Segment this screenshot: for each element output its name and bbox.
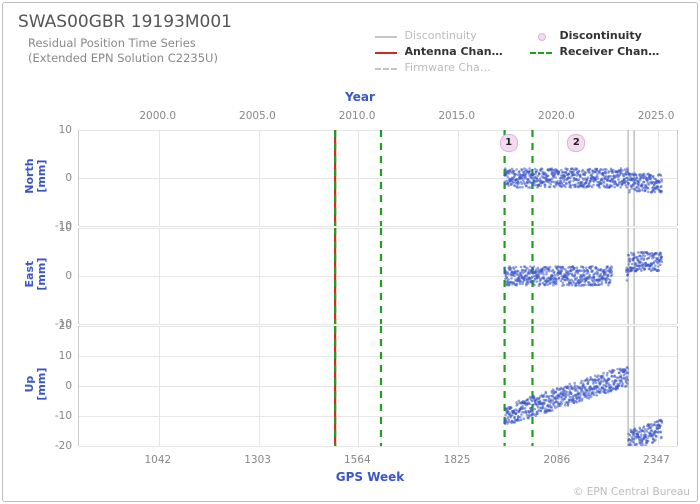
ytick-label: 20 [48, 320, 72, 332]
xtick-top-label: 2015.0 [438, 110, 475, 122]
legend-label: Receiver Chan… [560, 44, 660, 60]
gridline-h [79, 226, 677, 227]
x-axis-top-label: Year [345, 90, 375, 104]
ylabel-east: East[mm] [24, 254, 48, 294]
xtick-bottom-label: 1042 [144, 454, 171, 466]
scatter-group [503, 251, 663, 287]
subtitle-line-1: Residual Position Time Series [28, 36, 196, 51]
firmware-line-icon [375, 63, 397, 73]
ylabel-up: Up[mm] [24, 364, 48, 404]
xtick-bottom-label: 1303 [244, 454, 271, 466]
panel-svg-east [78, 228, 676, 324]
panel-svg-up [78, 326, 676, 446]
legend-item: Receiver Chan… [530, 44, 659, 60]
ytick-label: 10 [48, 124, 72, 136]
legend-label: Antenna Chan… [405, 44, 503, 60]
scatter-group [503, 167, 663, 194]
xtick-bottom-label: 1825 [444, 454, 471, 466]
legend-item: Discontinuity [530, 28, 659, 44]
ytick-label: 0 [48, 270, 72, 282]
ytick-label: 0 [48, 380, 72, 392]
attribution-text: © EPN Central Bureau [573, 486, 690, 498]
legend-item: Firmware Cha… [375, 60, 503, 76]
scatter-group [503, 366, 663, 446]
legend-col-1: Discontinuity Antenna Chan… Firmware Cha… [375, 28, 503, 76]
discontinuity-badge: 2 [567, 134, 585, 152]
legend-label: Discontinuity [560, 28, 642, 44]
ytick-label: -20 [48, 440, 72, 452]
ytick-label: 10 [48, 350, 72, 362]
subtitle-line-2: (Extended EPN Solution C2235U) [28, 51, 218, 66]
ylabel-north: North[mm] [24, 156, 48, 196]
xtick-bottom-label: 2347 [643, 454, 670, 466]
legend-label: Firmware Cha… [405, 60, 491, 76]
discontinuity-badge: 1 [500, 134, 518, 152]
gridline-h [79, 324, 677, 325]
xtick-top-label: 2025.0 [638, 110, 675, 122]
ytick-label: 10 [48, 222, 72, 234]
xtick-top-label: 2020.0 [538, 110, 575, 122]
xtick-top-label: 2000.0 [139, 110, 176, 122]
disc-line-icon [375, 31, 397, 41]
receiver-line-icon [530, 47, 552, 57]
legend-label: Discontinuity [405, 28, 477, 44]
x-axis-bottom-label: GPS Week [336, 470, 405, 484]
antenna-line-icon [375, 47, 397, 57]
xtick-bottom-label: 2086 [543, 454, 570, 466]
gridline-h [79, 446, 677, 447]
legend-item: Antenna Chan… [375, 44, 503, 60]
legend-item: Discontinuity [375, 28, 503, 44]
xtick-top-label: 2005.0 [239, 110, 276, 122]
xtick-bottom-label: 1564 [344, 454, 371, 466]
ytick-label: -10 [48, 410, 72, 422]
legend-col-2: Discontinuity Receiver Chan… [530, 28, 659, 60]
panel-svg-north [78, 130, 676, 226]
ytick-label: 0 [48, 172, 72, 184]
disc-marker-icon [530, 31, 552, 41]
xtick-top-label: 2010.0 [339, 110, 376, 122]
page-title: SWAS00GBR 19193M001 [18, 12, 232, 32]
